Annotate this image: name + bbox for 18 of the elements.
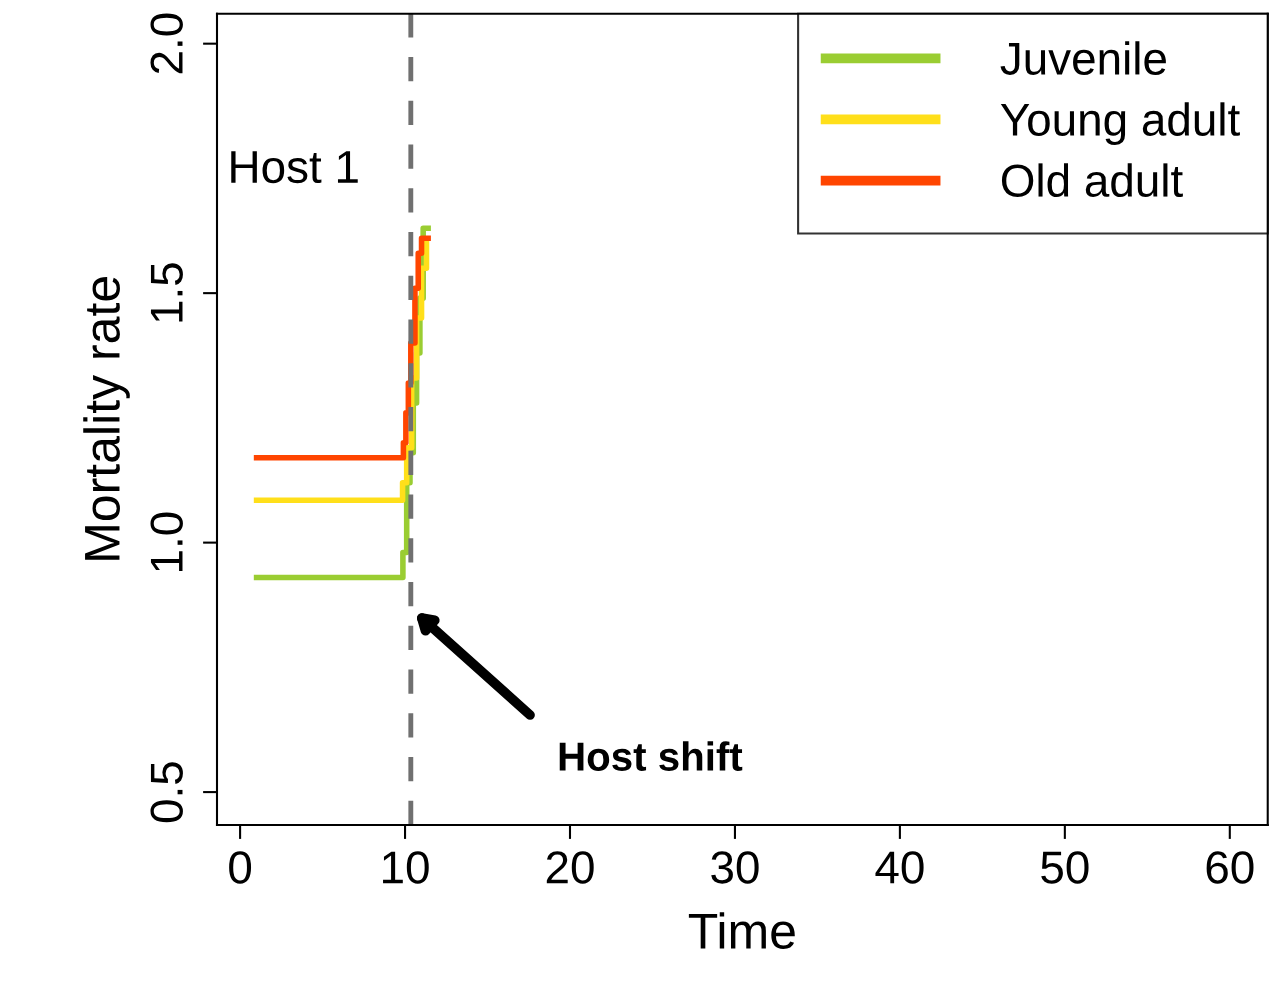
x-tick-label: 20 [546, 851, 594, 884]
y-tick-label: 2.0 [150, 13, 183, 74]
legend-label: Young adult [1000, 102, 1240, 146]
x-tick-label: 0 [229, 851, 252, 884]
annotation: Host 1 [231, 151, 358, 184]
x-tick-label: 60 [1206, 851, 1254, 884]
y-axis-title: Mortality rate [83, 277, 130, 560]
x-tick-label: 10 [383, 851, 429, 884]
x-axis-title: Time [688, 912, 795, 949]
legend-label: Juvenile [1000, 41, 1166, 75]
legend-label: Old adult [1001, 163, 1183, 198]
annotation: Host shift [559, 741, 743, 771]
y-tick-label: 0.5 [150, 762, 183, 823]
y-tick-label: 1.0 [150, 512, 183, 571]
x-tick-label: 40 [875, 851, 924, 884]
x-tick-label: 50 [1041, 851, 1089, 884]
x-tick-label: 30 [711, 851, 759, 884]
y-tick-label: 1.5 [150, 263, 183, 322]
